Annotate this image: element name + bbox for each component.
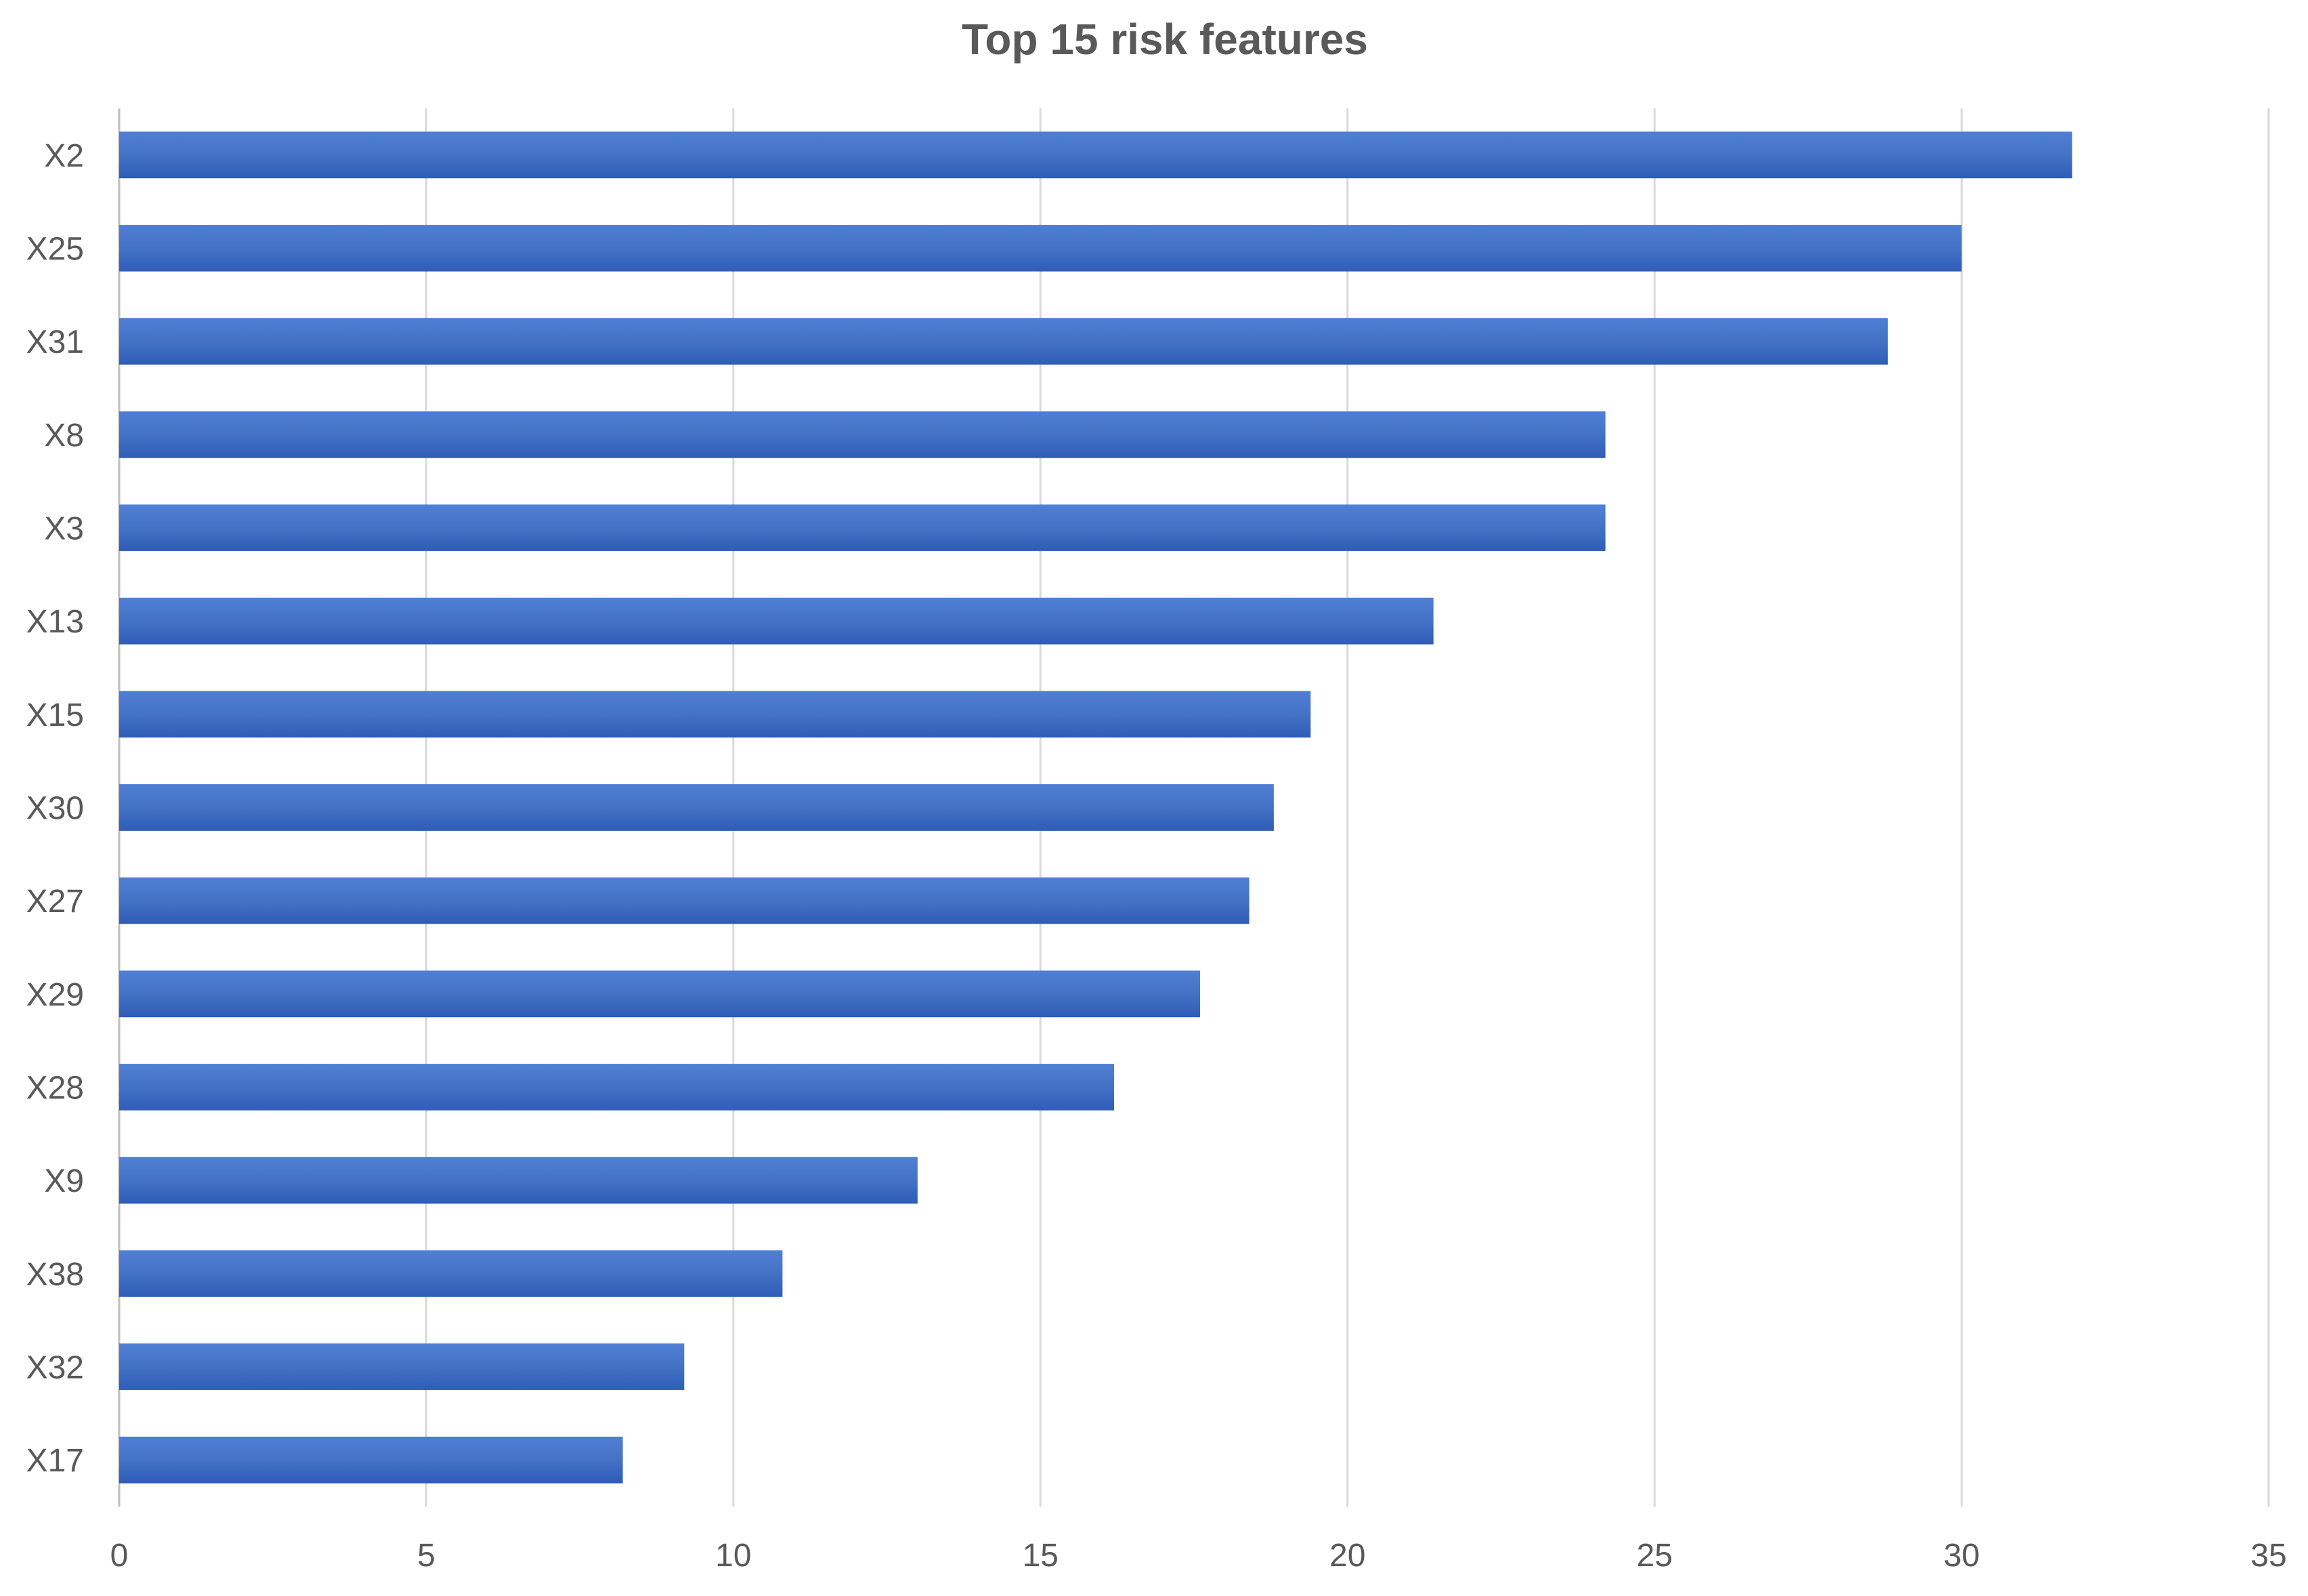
x-tick-label: 30 [1944,1538,1980,1574]
bar-x28 [119,1064,1115,1110]
x-tick-label: 15 [1023,1538,1059,1574]
category-label-x32: X32 [26,1350,84,1386]
category-label-x38: X38 [26,1257,84,1293]
x-tick-label: 10 [715,1538,751,1574]
category-label-x30: X30 [26,791,84,827]
bar-x13 [119,597,1434,645]
category-label-x2: X2 [44,138,84,174]
category-label-x9: X9 [44,1163,84,1199]
category-label-x17: X17 [26,1443,84,1479]
x-tick-label: 35 [2250,1538,2286,1574]
category-label-x13: X13 [26,604,84,640]
bar-x15 [119,691,1311,738]
bar-x29 [119,970,1201,1018]
x-tick-label: 5 [417,1538,435,1574]
bar-x9 [119,1157,918,1204]
bars [119,131,2072,1484]
x-tick-label: 20 [1329,1538,1365,1574]
category-label-x3: X3 [44,511,84,547]
category-label-x27: X27 [26,884,84,920]
category-label-x29: X29 [26,977,84,1013]
bar-x31 [119,318,1888,365]
bar-x32 [119,1343,685,1390]
bar-x2 [119,131,2072,179]
bar-x30 [119,784,1274,831]
category-label-x15: X15 [26,697,84,733]
category-label-x28: X28 [26,1071,84,1106]
bar-x17 [119,1436,623,1484]
category-label-x31: X31 [26,324,84,360]
bar-x3 [119,504,1606,551]
x-tick-label: 0 [110,1538,129,1574]
chart-title: Top 15 risk features [962,15,1368,64]
bar-x25 [119,225,1962,272]
category-label-x25: X25 [26,232,84,267]
category-label-x8: X8 [44,418,84,454]
bar-x8 [119,411,1606,458]
bar-x38 [119,1250,783,1297]
bar-x27 [119,877,1249,924]
category-labels: X2 X25 X31 X8 X3 X13 X15 X30 X27 X29 X28 X9 X38 X32 X1… [26,138,84,1479]
x-tick-label: 25 [1636,1538,1672,1574]
x-tick-labels: 0 5 10 15 20 25 30 35 [110,1538,2287,1574]
